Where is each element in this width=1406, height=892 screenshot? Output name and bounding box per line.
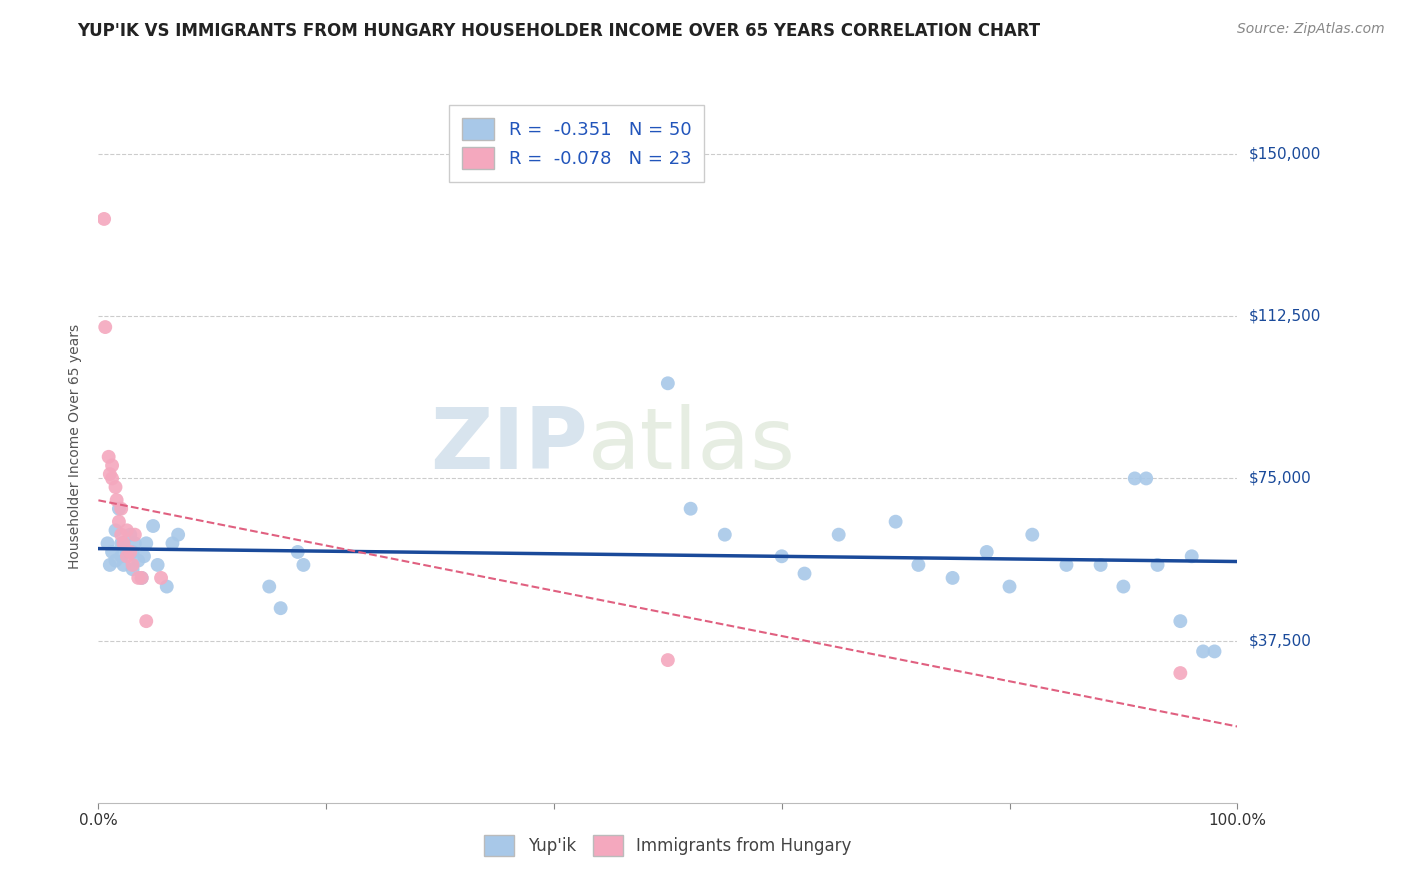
Text: $150,000: $150,000: [1249, 146, 1320, 161]
Point: [976, 545, 998, 559]
Point: [1090, 558, 1112, 572]
Point: [657, 653, 679, 667]
Point: [120, 527, 142, 541]
Text: $112,500: $112,500: [1249, 309, 1320, 324]
Text: Source: ZipAtlas.com: Source: ZipAtlas.com: [1237, 22, 1385, 37]
Point: [1146, 558, 1168, 572]
Point: [884, 515, 907, 529]
Point: [167, 527, 190, 541]
Point: [108, 501, 131, 516]
Point: [110, 549, 132, 564]
Point: [1170, 614, 1192, 628]
Point: [657, 376, 679, 391]
Point: [270, 601, 292, 615]
Point: [110, 501, 132, 516]
Point: [1112, 580, 1135, 594]
Point: [93, 211, 115, 226]
Point: [156, 580, 179, 594]
Point: [146, 558, 169, 572]
Point: [98, 558, 121, 572]
Point: [110, 536, 132, 550]
Legend: Yup'ik, Immigrants from Hungary: Yup'ik, Immigrants from Hungary: [474, 825, 862, 866]
Point: [115, 549, 138, 564]
Point: [104, 480, 127, 494]
Point: [770, 549, 793, 564]
Point: [121, 562, 143, 576]
Point: [131, 571, 153, 585]
Point: [97, 450, 120, 464]
Point: [907, 558, 929, 572]
Point: [112, 536, 135, 550]
Point: [104, 553, 127, 567]
Text: ZIP: ZIP: [430, 404, 588, 488]
Point: [127, 553, 149, 567]
Point: [793, 566, 815, 581]
Text: $37,500: $37,500: [1249, 633, 1312, 648]
Point: [104, 524, 127, 538]
Point: [135, 536, 157, 550]
Point: [1204, 644, 1226, 658]
Point: [120, 545, 142, 559]
Point: [124, 527, 146, 541]
Point: [998, 580, 1021, 594]
Point: [1135, 471, 1157, 485]
Point: [127, 571, 149, 585]
Point: [96, 536, 118, 550]
Point: [105, 493, 128, 508]
Point: [1170, 666, 1192, 681]
Point: [1192, 644, 1215, 658]
Point: [112, 536, 135, 550]
Point: [287, 545, 309, 559]
Point: [828, 527, 851, 541]
Point: [121, 558, 143, 572]
Point: [679, 501, 702, 516]
Point: [259, 580, 281, 594]
Text: $75,000: $75,000: [1249, 471, 1312, 486]
Point: [1123, 471, 1146, 485]
Point: [1054, 558, 1078, 572]
Point: [142, 519, 165, 533]
Point: [108, 515, 131, 529]
Point: [94, 320, 117, 334]
Point: [162, 536, 184, 550]
Point: [115, 524, 138, 538]
Point: [150, 571, 173, 585]
Point: [292, 558, 315, 572]
Point: [135, 614, 157, 628]
Text: atlas: atlas: [588, 404, 796, 488]
Point: [942, 571, 965, 585]
Point: [115, 545, 138, 559]
Point: [112, 558, 135, 572]
Point: [124, 536, 146, 550]
Point: [98, 467, 121, 482]
Point: [101, 458, 124, 473]
Point: [110, 527, 132, 541]
Point: [131, 571, 153, 585]
Point: [714, 527, 737, 541]
Text: YUP'IK VS IMMIGRANTS FROM HUNGARY HOUSEHOLDER INCOME OVER 65 YEARS CORRELATION C: YUP'IK VS IMMIGRANTS FROM HUNGARY HOUSEH…: [77, 22, 1040, 40]
Y-axis label: Householder Income Over 65 years: Householder Income Over 65 years: [69, 324, 83, 568]
Point: [1021, 527, 1043, 541]
Point: [121, 545, 143, 559]
Point: [132, 549, 155, 564]
Point: [101, 471, 124, 485]
Point: [1181, 549, 1204, 564]
Point: [101, 545, 124, 559]
